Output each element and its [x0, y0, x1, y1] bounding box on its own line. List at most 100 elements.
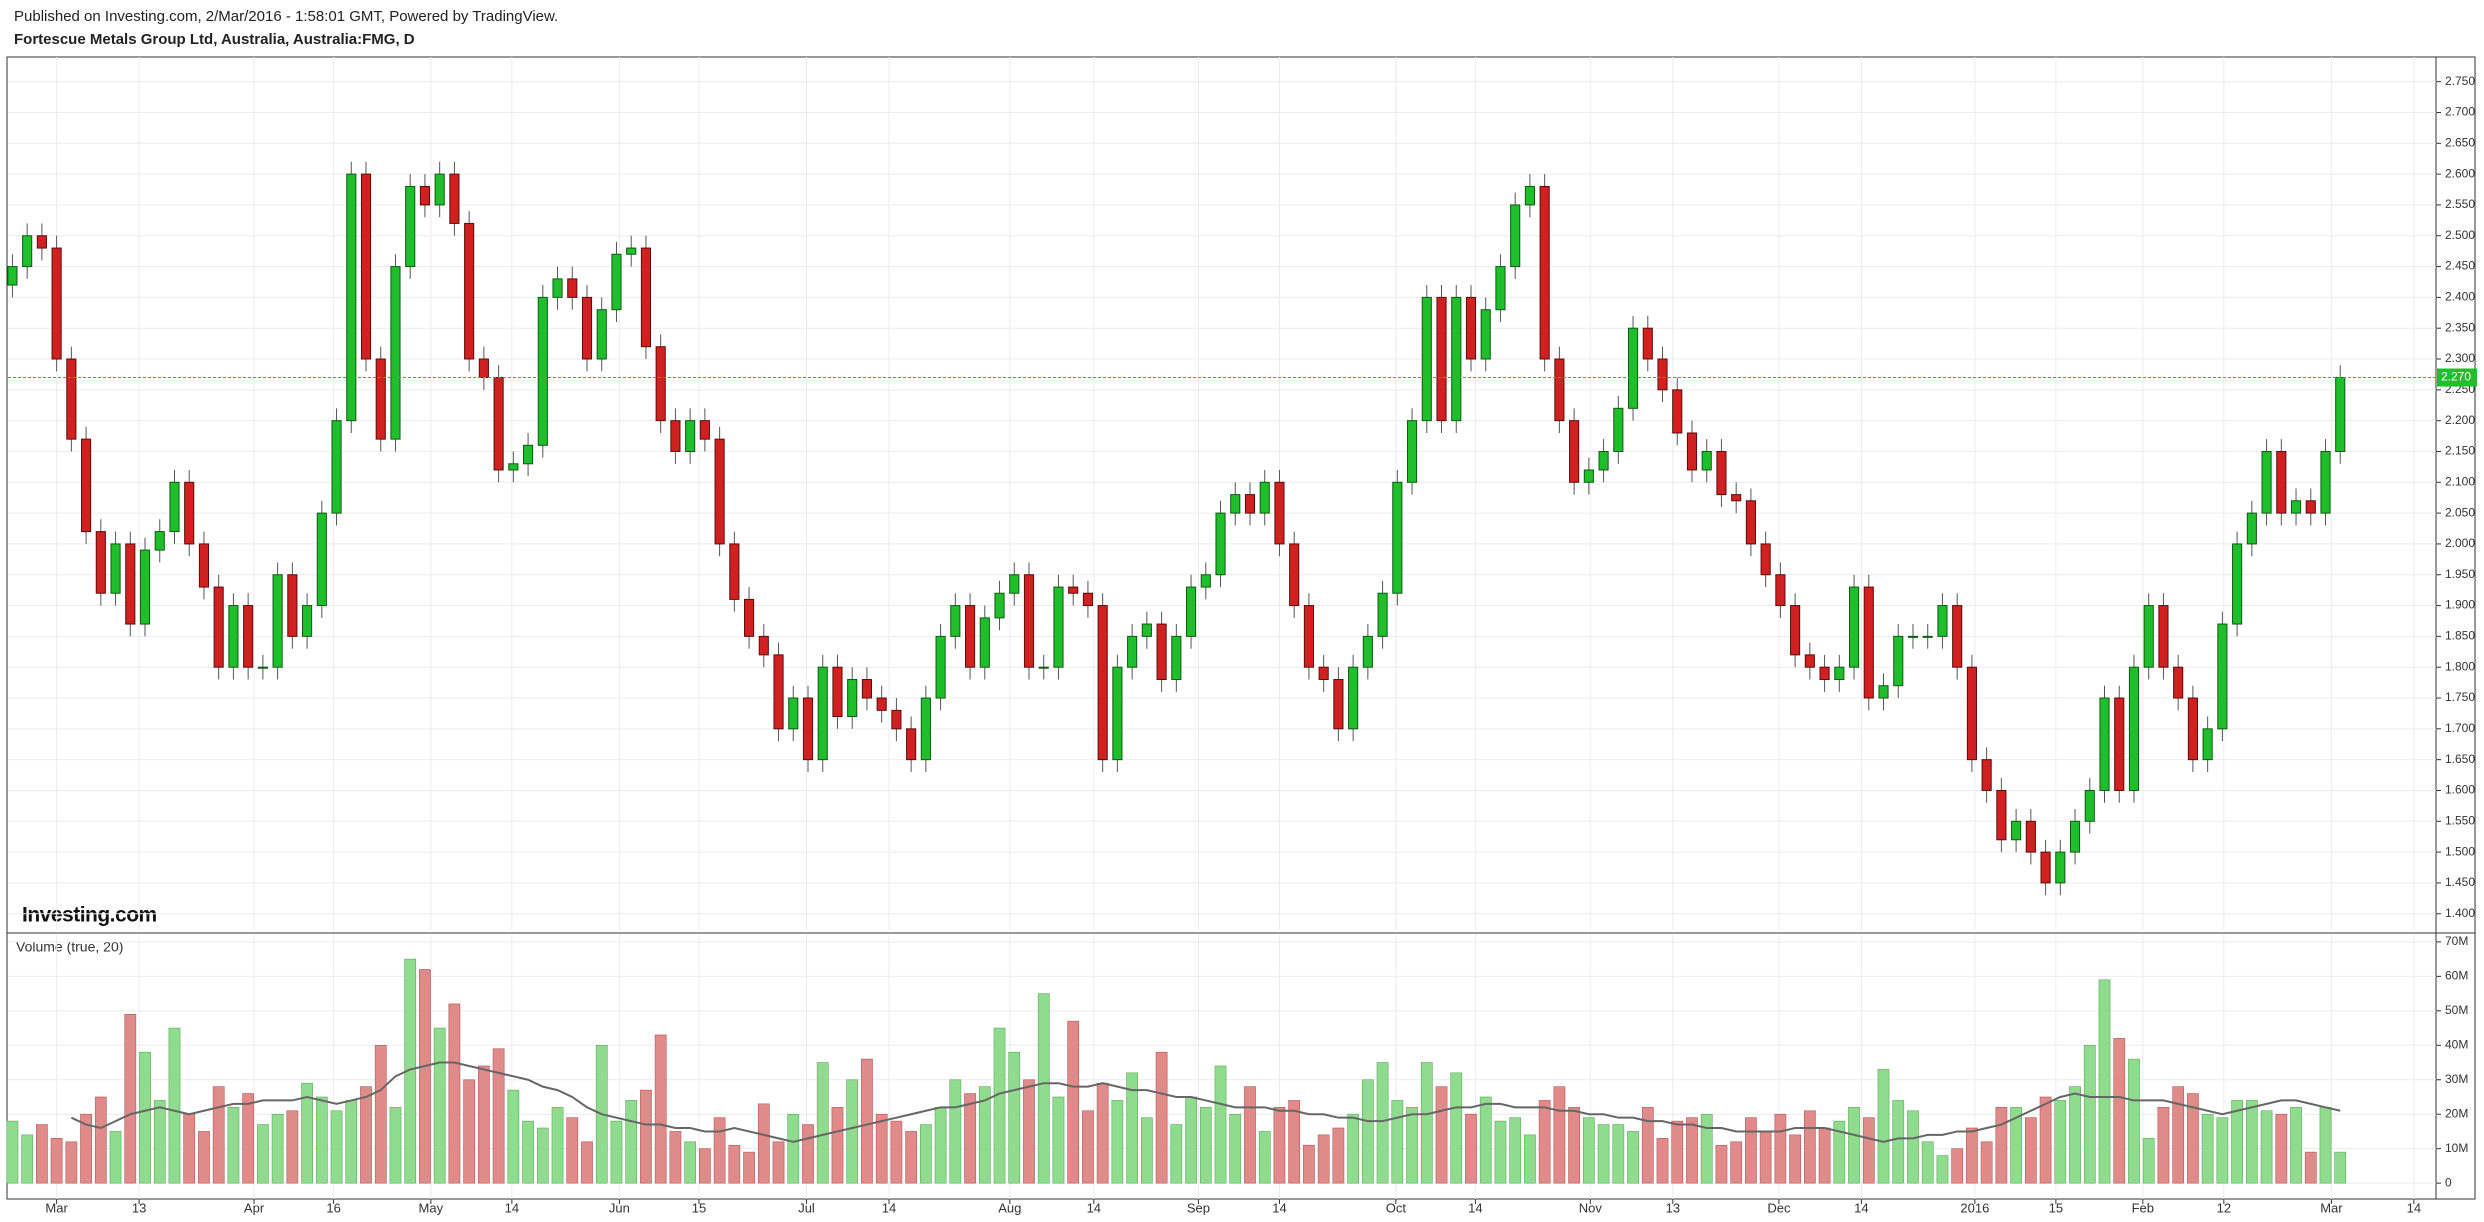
volume-bar — [227, 1107, 240, 1184]
candle-body — [1451, 296, 1462, 422]
x-tick-label: 14 — [1854, 1200, 1868, 1215]
x-tick-label: 14 — [1272, 1200, 1286, 1215]
volume-bar — [2069, 1086, 2081, 1184]
y-tick-label: 1.950 — [2445, 567, 2475, 581]
candle-body — [523, 444, 534, 465]
candle-body — [1274, 481, 1285, 545]
volume-bar — [1524, 1134, 1536, 1184]
candle-body — [1009, 574, 1020, 594]
candle-body — [2025, 820, 2036, 853]
candle-body — [1406, 420, 1418, 483]
volume-ma-line — [70, 1061, 2341, 1143]
volume-bar — [1966, 1127, 1978, 1184]
candle-body — [405, 185, 416, 268]
y-tick-label: 2.050 — [2445, 505, 2475, 519]
candle-body — [1348, 666, 1359, 730]
candle-body — [419, 185, 431, 206]
candle-body — [552, 278, 563, 298]
x-tick-label: Jun — [609, 1200, 630, 1215]
candle-body — [2011, 820, 2022, 841]
volume-bar — [2024, 1117, 2037, 1184]
candle-body — [1893, 635, 1904, 687]
candle-body — [272, 574, 283, 668]
volume-bar — [890, 1120, 903, 1184]
volume-bar — [816, 1062, 829, 1184]
volume-bar — [183, 1113, 196, 1184]
volume-bar — [787, 1113, 800, 1184]
volume-bar — [1023, 1079, 1035, 1184]
volume-bar — [433, 1027, 446, 1184]
frame — [6, 56, 2476, 1200]
volume-bar — [1126, 1072, 1138, 1184]
volume-bar — [1730, 1141, 1743, 1184]
candle-body — [626, 247, 637, 255]
candle-body — [125, 543, 136, 625]
candle-body — [36, 235, 47, 249]
candle-body — [1230, 494, 1241, 514]
candle-body — [2290, 500, 2302, 514]
volume-bar — [2054, 1100, 2067, 1184]
volume-bar — [1745, 1117, 1757, 1184]
candle-body — [1215, 512, 1226, 576]
candle-body — [1141, 623, 1152, 637]
x-tick-label: 2016 — [1960, 1200, 1989, 1215]
volume-bar — [713, 1117, 726, 1184]
y-tick-label: 1.700 — [2445, 721, 2475, 735]
candle-body — [449, 173, 460, 224]
volume-bar — [1671, 1120, 1684, 1184]
volume-bar — [1936, 1155, 1949, 1184]
candle-body — [1760, 543, 1771, 576]
candle-body — [493, 377, 504, 471]
volume-bar — [846, 1079, 859, 1184]
volume-bar — [1538, 1100, 1551, 1184]
symbol-title: Fortescue Metals Group Ltd, Australia, A… — [14, 31, 415, 48]
candle-body — [2261, 450, 2272, 514]
y-tick-label: 2.400 — [2445, 290, 2475, 304]
candle-body — [198, 543, 210, 588]
candle-body — [729, 543, 740, 600]
candle-body — [2276, 450, 2287, 514]
candle-body — [567, 278, 578, 298]
volume-bar — [625, 1100, 638, 1184]
candle-body — [1819, 666, 1830, 681]
x-tick-label: 14 — [1468, 1200, 1482, 1215]
volume-bar — [1052, 1096, 1065, 1184]
volume-bar — [36, 1124, 48, 1184]
candle-body — [1097, 605, 1108, 761]
volume-bar — [360, 1086, 372, 1184]
x-tick-label: May — [419, 1200, 444, 1215]
volume-bar — [2142, 1138, 2155, 1184]
volume-bar — [1877, 1069, 1890, 1184]
candle-body — [950, 605, 961, 637]
volume-bar — [2216, 1117, 2229, 1184]
volume-bar — [1597, 1124, 1610, 1184]
candle-body — [1127, 635, 1138, 668]
volume-bar — [743, 1151, 755, 1184]
candle-body — [1053, 586, 1064, 668]
volume-bar — [1479, 1096, 1492, 1184]
volume-bar — [389, 1107, 402, 1184]
volume-bar — [478, 1065, 490, 1184]
volume-bar — [2128, 1058, 2140, 1184]
volume-bar — [1067, 1020, 1080, 1184]
candle-body — [964, 605, 976, 668]
volume-bar — [1450, 1072, 1463, 1184]
candle-body — [758, 635, 769, 656]
volume-bar — [2157, 1107, 2170, 1184]
candle-body — [1657, 358, 1668, 391]
candle-body — [1289, 543, 1300, 607]
candle-body — [832, 666, 843, 718]
candle-body — [22, 235, 33, 268]
volume-bar — [1037, 993, 1050, 1184]
candle-body — [2320, 450, 2331, 514]
volume-bar — [875, 1113, 888, 1184]
candle-body — [847, 679, 858, 718]
candle-body — [1790, 605, 1801, 656]
candle-body — [1200, 574, 1211, 588]
volume-bar — [139, 1051, 151, 1184]
volume-bar — [168, 1027, 181, 1184]
y-tick-label: 1.800 — [2445, 659, 2475, 673]
volume-bar — [1862, 1117, 1875, 1184]
candle-body — [670, 420, 681, 452]
